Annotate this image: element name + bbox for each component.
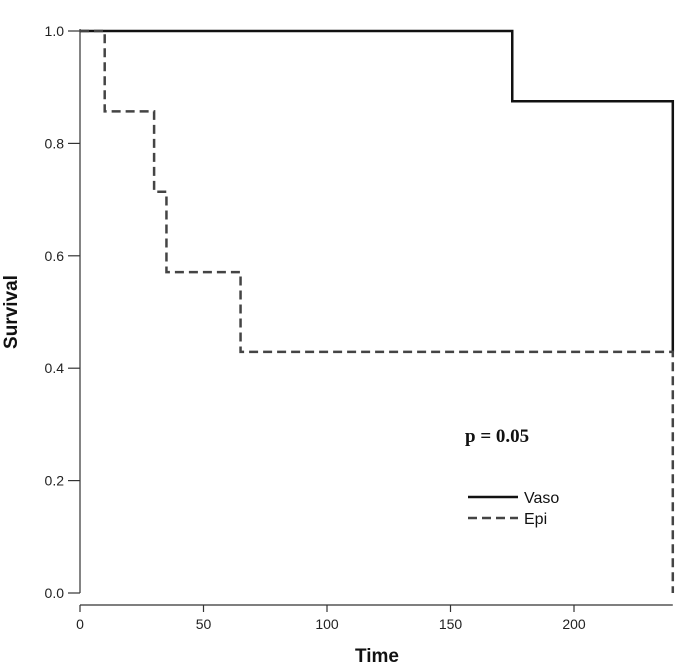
axes: 0 50 100 150 200 0.0 0.2 0.4 0.6 0.8 1.0 bbox=[45, 23, 673, 632]
legend-label-epi: Epi bbox=[524, 511, 547, 528]
y-tick-label: 0.6 bbox=[45, 248, 65, 264]
x-tick-label: 50 bbox=[196, 616, 212, 632]
series-line-epi bbox=[80, 29, 675, 593]
y-tick-label: 0.0 bbox=[45, 585, 65, 601]
series-lines bbox=[80, 29, 675, 593]
series-line-vaso bbox=[80, 29, 675, 352]
y-tick-label: 0.8 bbox=[45, 135, 65, 151]
x-tick-label: 100 bbox=[315, 616, 339, 632]
x-tick-label: 0 bbox=[76, 616, 84, 632]
legend: Vaso Epi bbox=[468, 490, 559, 528]
p-value-annotation: p = 0.05 bbox=[465, 426, 529, 447]
y-axis-label: Survival bbox=[1, 275, 22, 349]
x-tick-label: 150 bbox=[439, 616, 463, 632]
y-tick-label: 0.4 bbox=[45, 360, 65, 376]
y-tick-label: 0.2 bbox=[45, 473, 65, 489]
x-axis-label: Time bbox=[355, 646, 399, 667]
y-tick-label: 1.0 bbox=[45, 23, 65, 39]
legend-label-vaso: Vaso bbox=[524, 490, 559, 507]
x-tick-label: 200 bbox=[562, 616, 586, 632]
